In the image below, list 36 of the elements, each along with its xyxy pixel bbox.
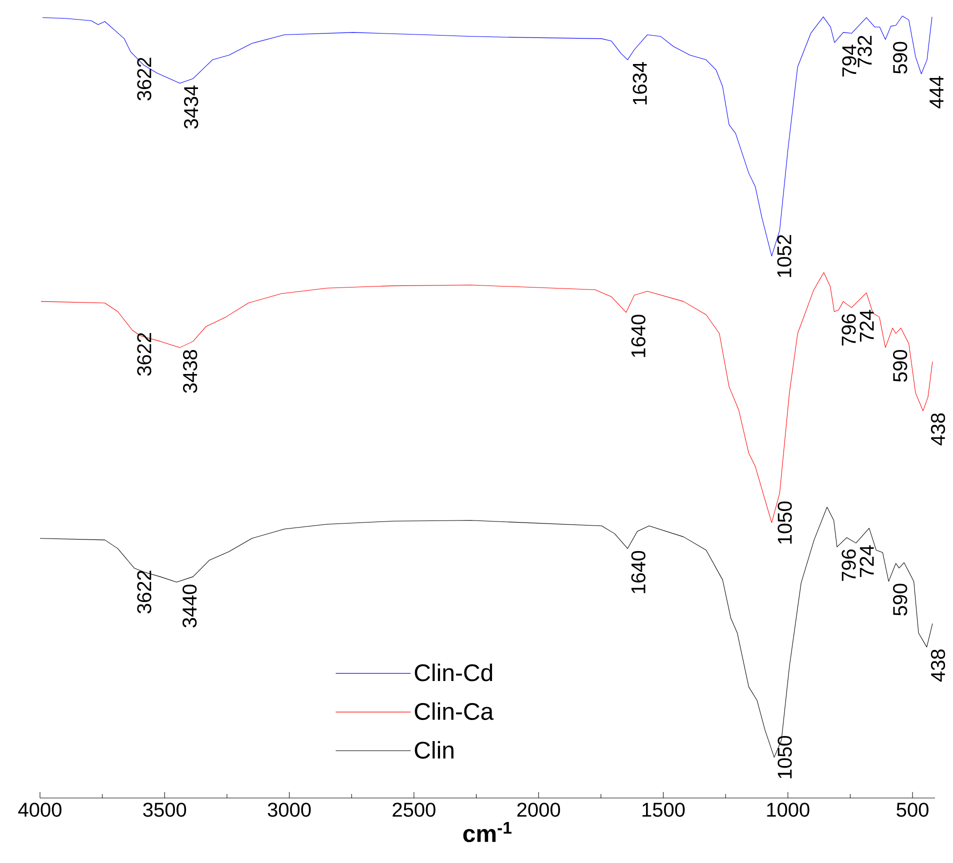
annotation: 794 (842, 44, 856, 77)
x-tick-label: 500 (896, 802, 928, 817)
legend-label: Clin-Cd (414, 664, 492, 682)
annotation: 444 (930, 76, 944, 108)
annotation: 796 (842, 549, 856, 581)
x-tick-label: 1500 (642, 802, 685, 817)
annotation: 1634 (632, 62, 647, 104)
annotation: 724 (860, 545, 874, 578)
x-tick-label: 3500 (143, 802, 186, 817)
annotation: 732 (858, 36, 872, 68)
annotation: 438 (930, 650, 946, 682)
legend-label: Clin-Ca (414, 702, 494, 720)
annotation: 590 (893, 42, 908, 74)
annotation: 1640 (631, 550, 646, 594)
annotation: 1050 (778, 736, 792, 778)
annotation: 3438 (183, 350, 198, 393)
annotation: 3622 (137, 332, 152, 376)
x-tick-label: 2000 (517, 802, 560, 817)
annotation: 590 (893, 584, 908, 616)
x-tick-label: 2500 (392, 802, 436, 817)
x-tick-label: 1000 (767, 802, 810, 817)
annotation: 724 (860, 310, 874, 342)
annotation: 590 (893, 350, 908, 382)
annotation: 1640 (631, 314, 646, 357)
annotation: 1050 (778, 501, 792, 544)
annotation: 3434 (184, 85, 198, 129)
x-tick-label: 3000 (268, 802, 311, 817)
annotation: 3622 (137, 58, 152, 100)
annotation: 3440 (182, 584, 197, 628)
x-tick-label: 4000 (18, 802, 62, 817)
x-axis-title: cm$^{-1}$ (463, 822, 512, 842)
annotation: 1052 (777, 235, 792, 277)
annotation: 438 (930, 413, 946, 446)
legend-label: Clin (414, 741, 454, 759)
annotation: 796 (842, 314, 856, 346)
annotation: 3622 (137, 570, 152, 614)
